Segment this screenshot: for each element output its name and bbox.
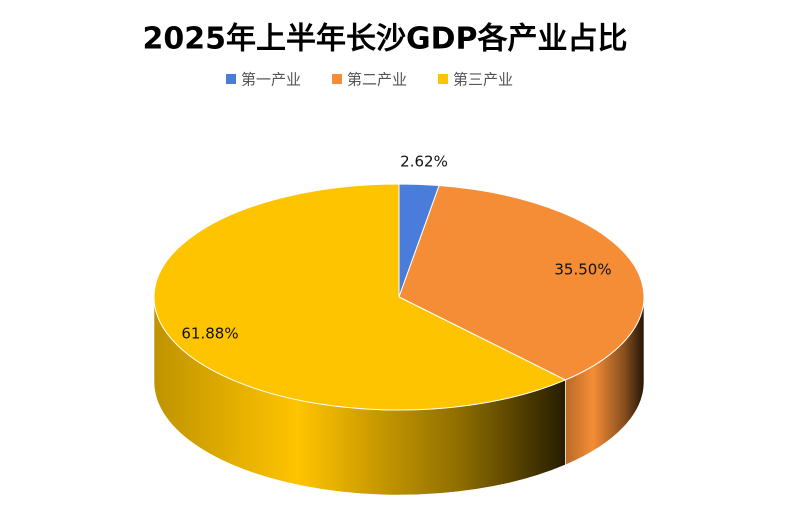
legend-label: 第三产业	[453, 71, 513, 89]
legend-swatch	[226, 74, 236, 84]
legend-label: 第一产业	[241, 71, 301, 89]
data-label: 61.88%	[181, 325, 238, 343]
chart-title: 2025年上半年长沙GDP各产业占比	[142, 22, 627, 57]
legend-swatch	[438, 74, 448, 84]
pie-slice	[153, 183, 567, 411]
data-label: 2.62%	[400, 153, 448, 171]
legend-label: 第二产业	[347, 71, 407, 89]
pie-slice	[398, 185, 645, 381]
legend-swatch	[332, 74, 342, 84]
data-label: 35.50%	[554, 261, 611, 279]
